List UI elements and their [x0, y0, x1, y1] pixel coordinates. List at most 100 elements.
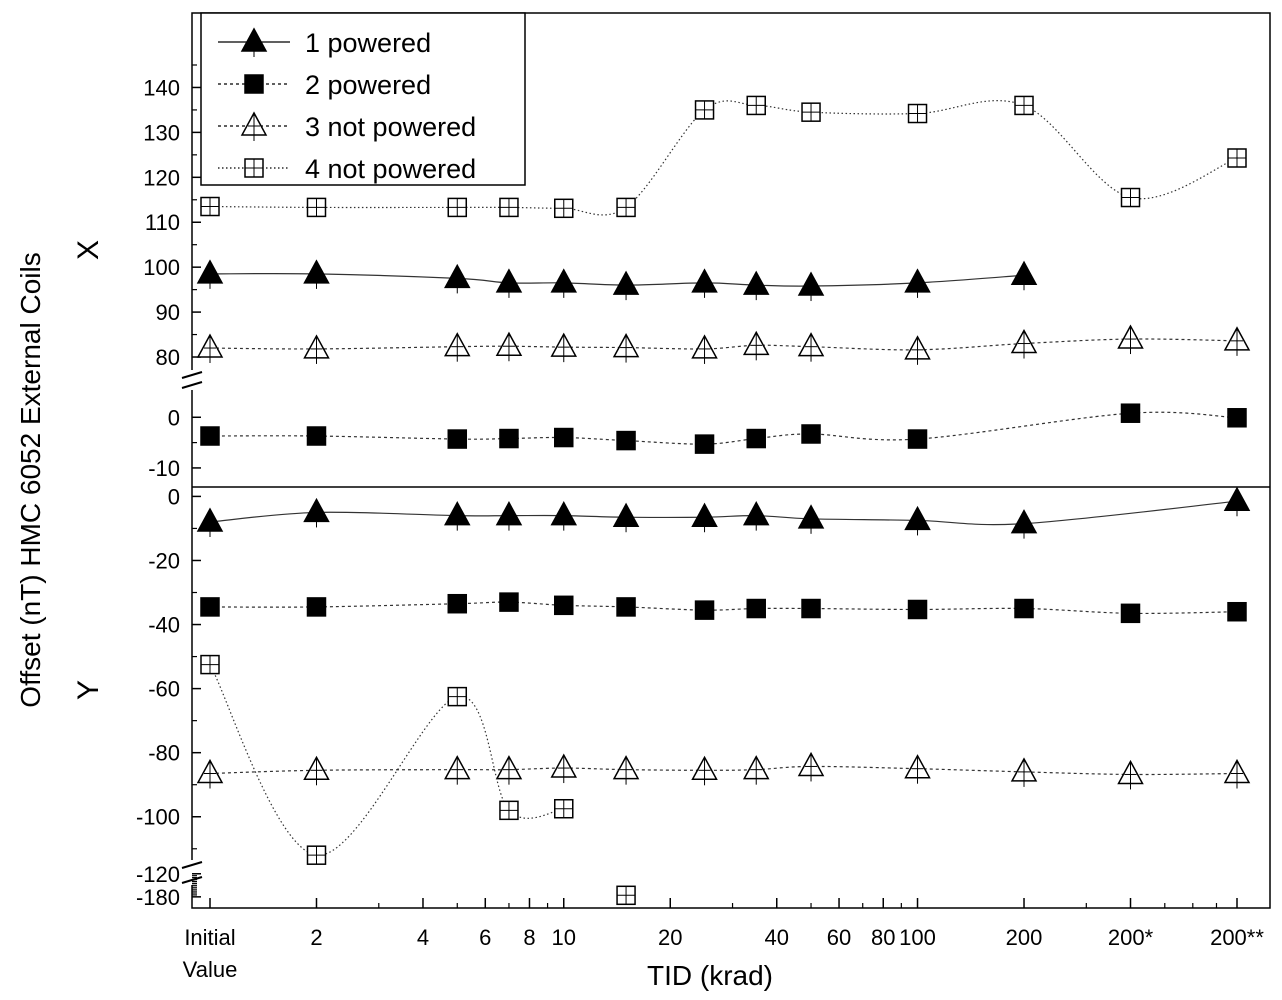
x-tick-label-line: 60	[827, 925, 851, 950]
data-point	[1227, 148, 1247, 168]
y-tick-label: 90	[156, 300, 180, 325]
data-point	[612, 333, 640, 363]
series-x-2	[200, 403, 1247, 454]
data-point	[801, 424, 821, 444]
data-point	[196, 507, 224, 538]
data-point	[1014, 598, 1034, 619]
data-point	[200, 426, 220, 446]
data-point	[444, 263, 471, 294]
series-x-1	[196, 259, 1038, 302]
series-line	[209, 272, 1025, 287]
data-point	[907, 103, 928, 124]
data-point	[612, 270, 640, 301]
legend-marker	[244, 74, 264, 94]
legend-item: 3 not powered	[218, 111, 476, 142]
x-tick-label: 200*	[1108, 925, 1154, 950]
data-point	[495, 268, 523, 298]
data-point	[1117, 759, 1144, 790]
x-axis-title: TID (krad)	[647, 960, 773, 991]
data-point	[444, 755, 471, 785]
data-point	[742, 755, 770, 785]
data-point	[742, 270, 770, 301]
series-y-2	[200, 592, 1247, 624]
data-point	[1120, 187, 1141, 208]
data-point	[499, 800, 519, 821]
y-tick-label: -180	[136, 885, 180, 910]
data-point	[495, 501, 523, 531]
x-tick-label: 8	[523, 925, 535, 950]
data-point	[904, 754, 931, 784]
data-point	[306, 197, 327, 218]
data-point	[303, 334, 330, 364]
y-tick-label: 0	[168, 405, 180, 430]
data-point	[554, 798, 574, 819]
data-point	[904, 505, 931, 536]
legend-label: 4 not powered	[305, 154, 476, 184]
axis-break-mark	[181, 381, 203, 389]
series-line	[209, 601, 1238, 615]
data-point	[1010, 328, 1038, 359]
data-point	[1223, 758, 1251, 789]
data-point	[1223, 326, 1251, 356]
series-line	[209, 338, 1238, 351]
data-point	[1227, 408, 1247, 428]
data-point	[1014, 95, 1034, 116]
x-tick-label: 2	[310, 925, 322, 950]
x-tick-label: 100	[899, 925, 936, 950]
y-tick-label: -40	[148, 613, 180, 638]
data-point	[904, 335, 931, 365]
data-point	[616, 885, 636, 906]
data-point	[691, 268, 718, 298]
data-point	[1120, 403, 1141, 423]
data-point	[1010, 509, 1038, 539]
y-tick-label: -80	[148, 741, 180, 766]
data-point	[691, 502, 718, 533]
x-tick-label: Initial Value	[183, 925, 238, 982]
data-point	[801, 598, 821, 619]
data-point	[495, 331, 523, 362]
data-point	[550, 753, 578, 784]
data-point	[200, 597, 220, 617]
x-tick-label-line: 80	[871, 925, 895, 950]
data-point	[904, 268, 931, 298]
series-y-3	[196, 751, 1251, 790]
data-point	[495, 755, 523, 785]
axis-break-mark	[181, 371, 203, 379]
series-y-1	[196, 486, 1251, 539]
data-point	[303, 755, 330, 786]
data-point	[200, 654, 220, 675]
x-tick-label: 4	[417, 925, 429, 950]
x-tick-label-line: 40	[765, 925, 789, 950]
data-point	[742, 501, 770, 531]
panel-label-x: X	[72, 240, 105, 260]
data-point	[797, 751, 825, 782]
series-line	[209, 664, 564, 856]
legend-marker	[244, 158, 264, 178]
data-point	[1117, 324, 1144, 355]
data-point	[303, 497, 330, 528]
y-tick-label: 110	[145, 210, 180, 235]
x-tick-label: 60	[827, 925, 851, 950]
data-point	[554, 427, 574, 448]
data-point	[1010, 757, 1038, 787]
data-point	[746, 428, 766, 449]
data-point	[1120, 603, 1141, 624]
y-tick-label: 100	[143, 255, 180, 280]
x-tick-label: 10	[552, 925, 576, 950]
data-point	[797, 271, 825, 302]
data-point	[499, 592, 519, 612]
data-point	[196, 333, 224, 364]
data-point	[447, 197, 468, 218]
series-line	[209, 500, 1238, 526]
x-tick-label-line: 200	[1006, 925, 1043, 950]
y-tick-label: 120	[143, 165, 180, 190]
data-point	[550, 268, 578, 298]
y-tick-label: -100	[136, 805, 180, 830]
y-tick-label: -60	[148, 677, 180, 702]
legend-marker	[240, 27, 268, 57]
data-point	[742, 330, 770, 361]
series-y-4	[200, 654, 636, 906]
axis-break-gap	[182, 370, 202, 390]
series-line	[209, 411, 1238, 445]
